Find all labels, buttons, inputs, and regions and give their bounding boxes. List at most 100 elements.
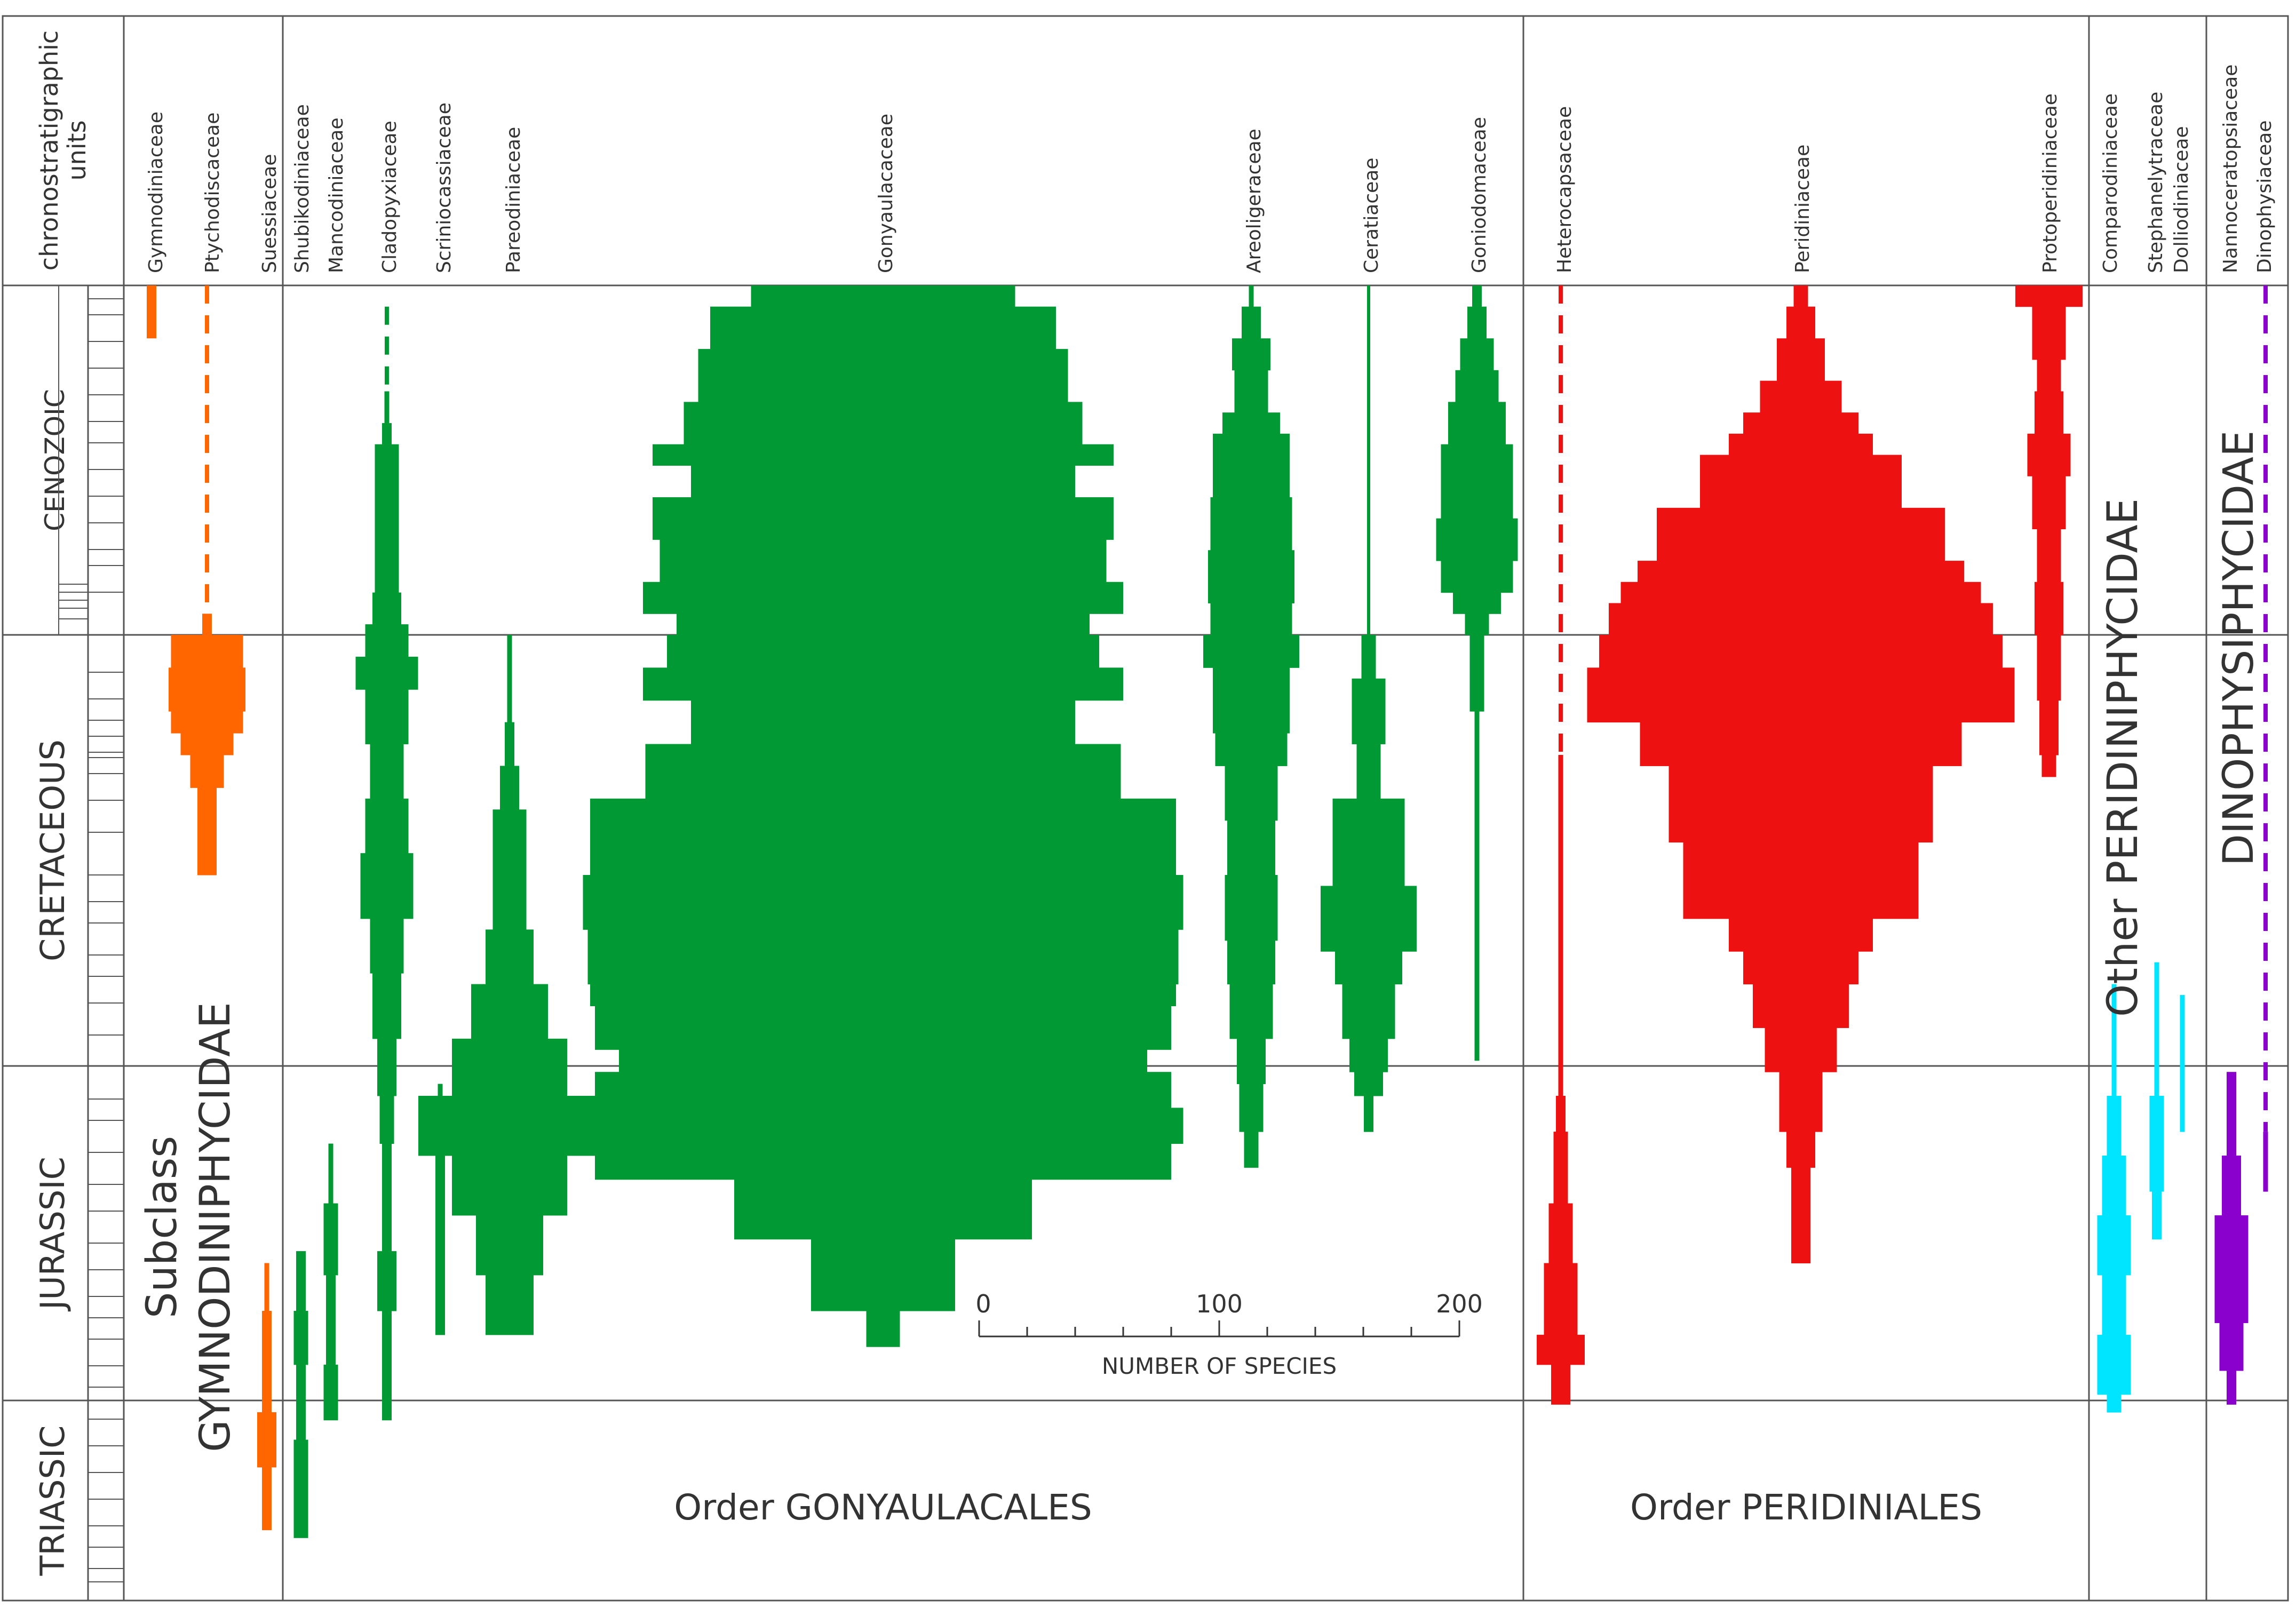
family-bar-pareodiniaceae (418, 635, 601, 1335)
diversity-segment (2227, 1371, 2236, 1405)
diversity-segment (500, 766, 519, 810)
family-bar-shubikodiniaceae (293, 1251, 308, 1538)
diversity-segment (1657, 507, 1945, 561)
diversity-segment (2097, 1215, 2131, 1276)
diversity-segment (1638, 561, 1964, 583)
diversity-segment (1244, 1132, 1259, 1168)
diversity-segment (1669, 766, 1933, 843)
diversity-segment (1791, 1167, 1810, 1263)
scale-axis-title: NUMBER OF SPECIES (1102, 1353, 1337, 1379)
family-label: Cladopyxiaceae (379, 121, 401, 273)
diversity-segment (1556, 1095, 1566, 1132)
diversity-segment (1364, 1095, 1373, 1132)
diversity-segment (1213, 433, 1290, 498)
diversity-segment (372, 592, 401, 625)
family-label: Shubikodiniaceae (291, 104, 313, 273)
diversity-segment (1332, 798, 1405, 886)
diversity-segment (169, 667, 245, 712)
diversity-segment (677, 614, 1090, 635)
diversity-segment (1760, 380, 1842, 413)
diversity-segment (1683, 842, 1919, 919)
diversity-segment (365, 624, 409, 657)
diversity-segment (619, 1049, 1147, 1072)
family-label: Heterocapsaceae (1554, 106, 1576, 273)
diversity-segment (2015, 285, 2083, 307)
diversity-segment (1753, 984, 1849, 1028)
diversity-segment (365, 689, 409, 745)
diversity-segment (171, 635, 243, 668)
family-label: Dolliodiniaceae (2171, 126, 2192, 273)
diversity-segment (190, 755, 224, 788)
diversity-segment (1352, 678, 1386, 745)
diversity-segment (1551, 1364, 1570, 1405)
diversity-segment (710, 306, 1056, 349)
diversity-segment (486, 1275, 534, 1335)
diversity-segment (1227, 940, 1275, 985)
family-bar-gymnodiniaceae (147, 285, 156, 339)
diversity-segment (667, 635, 1099, 668)
diversity-segment (1349, 1038, 1388, 1072)
diversity-segment (1210, 497, 1292, 551)
family-label: Gonyaulacaceae (875, 114, 897, 273)
diversity-segment (653, 444, 1114, 466)
diversity-segment (1213, 667, 1290, 734)
diversity-segment (643, 582, 1123, 614)
family-label: Ptychodiscaceae (202, 113, 224, 273)
family-label: Suessiaceae (259, 154, 281, 273)
era-label: CRETACEOUS (33, 739, 72, 961)
scale-tick-label: 200 (1436, 1289, 1483, 1318)
diversity-segment (476, 1215, 543, 1276)
diversity-segment (2263, 1132, 2268, 1192)
diversity-segment (365, 798, 409, 854)
family-label: Pareodiniaceae (503, 127, 525, 273)
diversity-segment (418, 1095, 601, 1156)
diversity-segment (1225, 875, 1278, 941)
family-bar-peridiniaceae (1587, 285, 2015, 1263)
family-bar-dolliodiniaceae (2180, 995, 2185, 1132)
diversity-segment (1729, 433, 1873, 456)
family-bar-dinophysiaceae (2263, 285, 2268, 1192)
diversity-segment (2149, 1095, 2164, 1192)
diversity-segment (370, 918, 404, 974)
diversity-segment (590, 798, 1176, 875)
diversity-segment (866, 1311, 900, 1347)
diversity-segment (1215, 733, 1288, 766)
diversity-segment (372, 973, 401, 1039)
diversity-segment (262, 1311, 272, 1413)
diversity-segment (1553, 1132, 1568, 1204)
family-label: Stephanelytraceae (2145, 92, 2167, 273)
order-peridiniales-label: Order PERIDINIALES (1630, 1487, 1982, 1528)
diversity-segment (1356, 744, 1381, 799)
diversity-segment (590, 984, 1176, 1006)
diversity-segment (323, 1203, 338, 1276)
family-diversity-bars (147, 285, 2268, 1538)
diversity-segment (1208, 550, 1294, 603)
diversity-segment (2107, 1394, 2122, 1413)
diversity-segment (583, 1108, 1183, 1144)
diversity-segment (660, 539, 1107, 583)
diversity-segment (1786, 1132, 1815, 1168)
diversity-segment (2152, 1191, 2162, 1240)
diversity-segment (1609, 603, 1993, 635)
diversity-segment (595, 1143, 1171, 1180)
diversity-segment (1793, 285, 1808, 307)
diversity-segment (323, 1364, 338, 1421)
family-label: Protoperidiniaceae (2039, 93, 2061, 273)
diversity-segment (2107, 1095, 2122, 1156)
diversity-segment (328, 1143, 333, 1204)
other-peridiniphycidae-label: Other PERIDINIPHYCIDAE (2099, 498, 2147, 1017)
diversity-segment (2037, 529, 2061, 583)
diversity-segment (1210, 603, 1292, 635)
diversity-segment (1455, 370, 1499, 402)
family-bar-heterocapsaceae (1537, 285, 1585, 1405)
diversity-segment (1620, 582, 1981, 603)
diversity-segment (360, 853, 414, 919)
diversity-segment (1453, 592, 1501, 614)
dinophysiphycidae-label: DINOPHYSIPHYCIDAE (2215, 431, 2263, 866)
diversity-segment (377, 1251, 396, 1311)
diversity-segment (452, 1155, 567, 1216)
diversity-segment (296, 1364, 306, 1440)
diversity-segment (452, 1038, 567, 1096)
diversity-segment (2041, 755, 2056, 777)
family-label: Areoligeraceae (1243, 129, 1265, 273)
